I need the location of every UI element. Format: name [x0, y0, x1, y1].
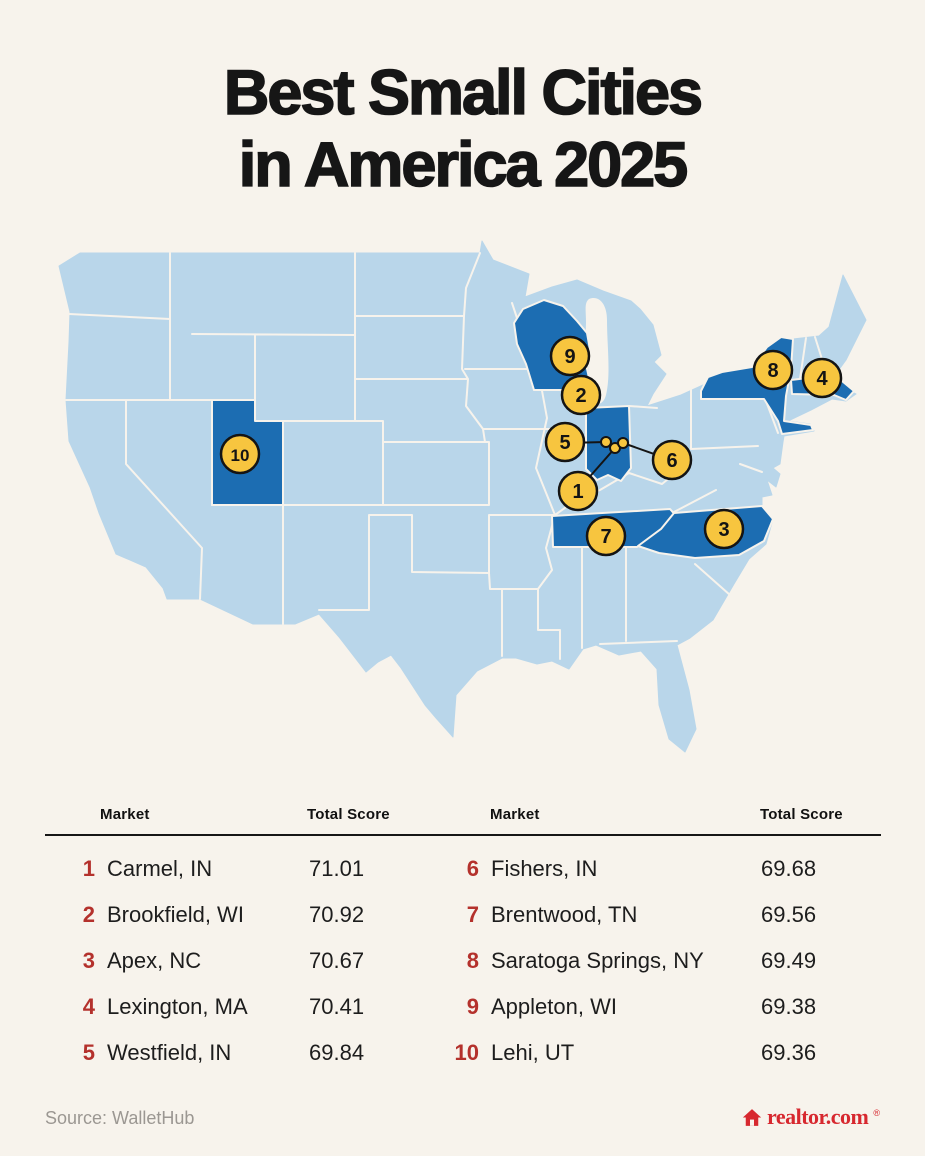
title-line-1: Best Small Cities [223, 57, 704, 129]
row-rank: 9 [466, 994, 479, 1019]
marker-number: 2 [575, 385, 586, 407]
row-market: Lehi, UT [491, 1040, 575, 1065]
table-row: 2 Brookfield, WI 70.92 [55, 892, 435, 938]
marker-number: 3 [718, 519, 729, 541]
table-row: 6 Fishers, IN 69.68 [445, 846, 881, 892]
table-row: 4 Lexington, MA 70.41 [55, 984, 435, 1030]
marker-circle [219, 433, 261, 475]
map-marker-4: 4 [801, 357, 843, 399]
row-rank: 5 [82, 1040, 95, 1065]
marker-circle [651, 439, 693, 481]
row-rank: 7 [466, 902, 479, 927]
marker-circle [544, 421, 586, 463]
realtor-logo: realtor.com ® [742, 1104, 880, 1130]
city-dot [617, 437, 629, 449]
row-score: 69.68 [761, 856, 817, 881]
row-market: Brentwood, TN [491, 902, 638, 927]
title-line-2: in America 2025 [238, 129, 689, 201]
marker-number: 10 [231, 446, 250, 465]
marker-layer: 1 2 3 4 5 6 7 8 9 10 [219, 335, 843, 557]
row-market: Apex, NC [107, 948, 202, 973]
marker-number: 4 [816, 368, 828, 390]
row-market: Westfield, IN [107, 1040, 232, 1065]
source-attribution: Source: WalletHub [45, 1108, 195, 1128]
row-rank: 2 [82, 902, 95, 927]
marker-number: 8 [767, 360, 778, 382]
marker-number: 9 [564, 346, 575, 368]
map-marker-8: 8 [752, 349, 794, 391]
map-marker-10: 10 [219, 433, 261, 475]
marker-circle [557, 470, 599, 512]
marker-number: 1 [572, 481, 583, 503]
table-row: 10 Lehi, UT 69.36 [445, 1030, 881, 1076]
us-map: 1 2 3 4 5 6 7 8 9 10 [40, 228, 885, 773]
table-row: 1 Carmel, IN 71.01 [55, 846, 435, 892]
row-market: Lexington, MA [107, 994, 248, 1019]
row-score: 69.38 [761, 994, 817, 1019]
table-row: 9 Appleton, WI 69.38 [445, 984, 881, 1030]
marker-circle [560, 374, 602, 416]
row-rank: 1 [82, 856, 95, 881]
marker-number: 5 [559, 432, 570, 454]
map-marker-2: 2 [560, 374, 602, 416]
marker-circle [752, 349, 794, 391]
row-market: Brookfield, WI [107, 902, 244, 927]
map-marker-1: 1 [557, 470, 599, 512]
ranking-table: Market Total Score Market Total Score 1 … [45, 798, 881, 1088]
map-marker-3: 3 [703, 508, 745, 550]
marker-number: 7 [600, 526, 611, 548]
table-divider [45, 834, 881, 836]
column-header-market: Market [100, 806, 150, 823]
map-marker-7: 7 [585, 515, 627, 557]
table-column-right: 6 Fishers, IN 69.68 7 Brentwood, TN 69.5… [445, 846, 881, 1076]
row-rank: 6 [466, 856, 479, 881]
table-row: 8 Saratoga Springs, NY 69.49 [445, 938, 881, 984]
row-score: 69.49 [761, 948, 817, 973]
row-rank: 4 [82, 994, 95, 1019]
row-score: 70.41 [309, 994, 365, 1019]
table-row: 7 Brentwood, TN 69.56 [445, 892, 881, 938]
marker-number: 6 [666, 450, 677, 472]
marker-circle [703, 508, 745, 550]
table-row: 3 Apex, NC 70.67 [55, 938, 435, 984]
map-marker-6: 6 [651, 439, 693, 481]
marker-circle [585, 515, 627, 557]
row-rank: 8 [466, 948, 479, 973]
row-score: 69.36 [761, 1040, 817, 1065]
us-map-svg: 1 2 3 4 5 6 7 8 9 10 [58, 240, 867, 753]
row-market: Carmel, IN [107, 856, 213, 881]
us-map-base [58, 240, 867, 753]
column-header-total-score: Total Score [760, 806, 843, 823]
row-market: Saratoga Springs, NY [491, 948, 704, 973]
row-rank: 10 [454, 1040, 479, 1065]
row-score: 71.01 [309, 856, 365, 881]
column-header-total-score: Total Score [307, 806, 390, 823]
city-dot [600, 436, 612, 448]
marker-circle [549, 335, 591, 377]
row-score: 69.56 [761, 902, 817, 927]
map-marker-9: 9 [549, 335, 591, 377]
table-row: 5 Westfield, IN 69.84 [55, 1030, 435, 1076]
row-score: 70.67 [309, 948, 365, 973]
row-market: Fishers, IN [491, 856, 598, 881]
table-column-left: 1 Carmel, IN 71.01 2 Brookfield, WI 70.9… [55, 846, 435, 1076]
row-market: Appleton, WI [491, 994, 617, 1019]
page-title: Best Small Cities in America 2025 [0, 57, 925, 202]
realtor-wordmark: realtor.com [766, 1104, 869, 1129]
house-icon [742, 1108, 762, 1126]
lake-michigan [585, 298, 609, 404]
row-rank: 3 [82, 948, 95, 973]
column-header-market: Market [490, 806, 540, 823]
map-marker-5: 5 [544, 421, 586, 463]
registered-mark: ® [873, 1108, 880, 1118]
row-score: 70.92 [309, 902, 365, 927]
row-score: 69.84 [309, 1040, 365, 1065]
marker-circle [801, 357, 843, 399]
